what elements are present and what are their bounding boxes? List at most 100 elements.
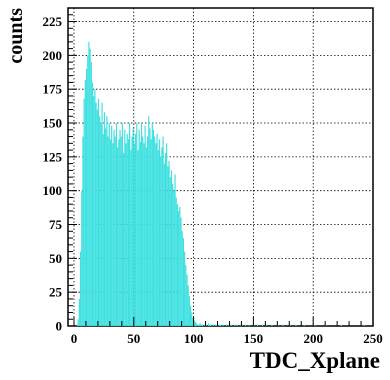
histogram-bin (265, 324, 267, 326)
histogram-bin (137, 150, 139, 326)
histogram-bin (198, 324, 200, 326)
histogram-bin (194, 321, 196, 326)
histogram-bin (197, 324, 199, 326)
histogram-bin (170, 170, 173, 326)
histogram-bin (212, 324, 214, 326)
histogram-bin (121, 123, 124, 327)
histogram-bin (88, 41, 90, 327)
histogram-bin (187, 285, 189, 326)
histogram-bin (240, 324, 242, 326)
histogram-bin (219, 324, 222, 326)
x-axis-title: TDC_Xplane (250, 348, 380, 373)
histogram-bin (155, 143, 157, 326)
histogram-bin (178, 210, 180, 326)
histogram-bin (277, 324, 279, 326)
histogram-bin (127, 139, 129, 326)
histogram-bin (146, 136, 149, 326)
histogram-bin (105, 128, 107, 326)
y-tick-label: 0 (56, 319, 63, 334)
histogram-bin (103, 112, 106, 327)
histogram-bin (271, 324, 273, 326)
x-tick-label: 100 (184, 331, 204, 346)
histogram-bin (93, 95, 95, 326)
histogram-bin (325, 324, 327, 326)
histogram-bin (163, 163, 165, 326)
histogram-bin (100, 123, 102, 327)
histogram-bin (112, 143, 114, 326)
y-tick-label: 50 (49, 251, 62, 266)
histogram-bin (173, 190, 175, 326)
histogram-bin (142, 136, 144, 326)
y-tick-label: 150 (43, 116, 63, 131)
histogram-bin (148, 116, 150, 327)
histogram-bin (160, 156, 162, 326)
histogram-bin (126, 133, 128, 326)
histogram-bin (91, 82, 94, 326)
histogram-bin (191, 312, 193, 326)
histogram-bin (340, 324, 342, 326)
histogram-bin (188, 296, 190, 326)
histogram-bin (190, 305, 192, 326)
histogram-bin (125, 143, 127, 326)
histogram-bin (99, 116, 101, 327)
histogram-bin (261, 324, 263, 326)
histogram-bin (82, 136, 84, 326)
histogram-bin (210, 324, 212, 326)
histogram-bin (102, 133, 104, 326)
histogram-bin (181, 231, 183, 326)
histogram-bin (83, 98, 85, 327)
histogram-bin (215, 324, 217, 326)
histogram-bin (195, 323, 198, 326)
histogram-bin (175, 197, 177, 326)
histogram-bin (140, 123, 143, 327)
histogram-bin (131, 136, 133, 326)
histogram-bin (161, 147, 163, 326)
histogram-bin (117, 147, 119, 326)
histogram-bin (193, 320, 195, 326)
histogram-bin (363, 324, 365, 326)
histogram-bin (79, 251, 82, 326)
histogram-bin (241, 324, 243, 326)
histogram-bin (179, 206, 181, 326)
histogram-bin (129, 123, 131, 327)
histogram-bin (101, 102, 103, 326)
histogram-bin (166, 143, 168, 326)
grid (68, 8, 373, 326)
y-tick-label: 225 (43, 14, 63, 29)
histogram-bin (167, 166, 169, 326)
histogram-bin (207, 323, 210, 326)
y-tick-label: 200 (43, 48, 63, 63)
histogram-bin (162, 136, 164, 326)
histogram-bin (174, 174, 176, 326)
histogram-bin (253, 324, 255, 326)
histogram-bin (201, 324, 204, 326)
histogram-bin (184, 251, 186, 326)
histogram-bin (200, 324, 202, 326)
histogram-bin (111, 125, 113, 326)
histogram-bin (107, 136, 109, 326)
histogram-bin (89, 48, 91, 327)
y-axis: 0 25 50 75 100 125 150 175 200 225 (43, 7, 77, 334)
histogram-bin (133, 143, 135, 326)
histogram-bin (234, 324, 236, 326)
histogram-bin (96, 109, 98, 326)
histogram-bin (168, 160, 170, 326)
x-tick-label: 250 (363, 331, 383, 346)
histogram-bin (289, 324, 291, 326)
histogram-bin (109, 139, 112, 326)
x-tick-label: 0 (71, 331, 78, 346)
histogram-bin (222, 324, 224, 326)
histogram-bin (256, 324, 259, 326)
histogram-bin (84, 79, 86, 326)
histogram-bin (130, 150, 132, 326)
histogram-bin (209, 324, 211, 326)
histogram-bin (192, 317, 194, 326)
histogram-bin (124, 129, 126, 326)
y-tick-label: 25 (49, 285, 63, 300)
histogram-bin (149, 128, 151, 326)
histogram-bin (164, 152, 167, 326)
histogram-bin (185, 265, 187, 326)
histogram-bin (119, 129, 121, 326)
y-tick-label: 100 (43, 183, 63, 198)
